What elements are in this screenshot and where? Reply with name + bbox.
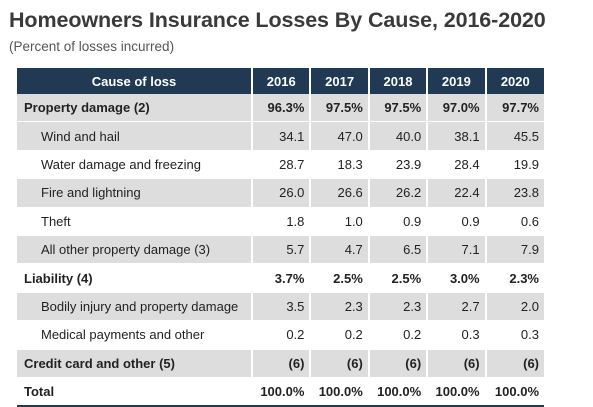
cell-2016: 1.8 bbox=[252, 207, 312, 236]
cell-2016: 28.7 bbox=[252, 150, 312, 180]
cell-2017: 26.6 bbox=[310, 178, 370, 208]
cell-2017: 18.3 bbox=[310, 150, 370, 180]
row-label: Fire and lightning bbox=[17, 178, 254, 208]
header-2019: 2019 bbox=[427, 68, 487, 94]
cell-2016: 5.7 bbox=[252, 235, 312, 265]
cell-2017: 2.3 bbox=[310, 292, 370, 322]
table-row-liability: Liability (4) 3.7% 2.5% 2.5% 3.0% 2.3% bbox=[17, 263, 544, 293]
header-2016: 2016 bbox=[252, 68, 312, 94]
table-row-credit-card: Credit card and other (5) (6) (6) (6) (6… bbox=[17, 349, 544, 378]
header-2017: 2017 bbox=[310, 68, 370, 94]
cell-2018: 0.2 bbox=[368, 320, 429, 350]
cell-2019: 3.0% bbox=[427, 263, 487, 293]
row-label: Wind and hail bbox=[17, 121, 254, 151]
cell-2016: 100.0% bbox=[252, 376, 312, 407]
cell-2018: 6.5 bbox=[368, 235, 429, 265]
row-label: Medical payments and other bbox=[17, 320, 254, 350]
cell-2018: 40.0 bbox=[368, 121, 429, 151]
cell-2016: (6) bbox=[252, 349, 312, 378]
table-row-bodily-injury: Bodily injury and property damage 3.5 2.… bbox=[17, 292, 544, 322]
row-label: Theft bbox=[17, 207, 254, 236]
cell-2020: 7.9 bbox=[485, 235, 544, 265]
cell-2020: 45.5 bbox=[485, 121, 544, 151]
losses-table: Cause of loss 2016 2017 2018 2019 2020 P… bbox=[17, 68, 544, 407]
cell-2019: (6) bbox=[427, 349, 487, 378]
cell-2018: 2.5% bbox=[368, 263, 429, 293]
table-row-total: Total 100.0% 100.0% 100.0% 100.0% 100.0% bbox=[17, 376, 544, 407]
row-label: Total bbox=[17, 376, 254, 407]
cell-2016: 0.2 bbox=[252, 320, 312, 350]
cell-2019: 7.1 bbox=[427, 235, 487, 265]
header-2020: 2020 bbox=[485, 68, 544, 94]
row-label: Property damage (2) bbox=[17, 94, 254, 123]
cell-2016: 34.1 bbox=[252, 121, 312, 151]
cell-2017: 4.7 bbox=[310, 235, 370, 265]
table-row-theft: Theft 1.8 1.0 0.9 0.9 0.6 bbox=[17, 207, 544, 236]
cell-2020: 23.8 bbox=[485, 178, 544, 208]
cell-2017: 2.5% bbox=[310, 263, 370, 293]
cell-2017: 100.0% bbox=[310, 376, 370, 407]
table-row-medical-payments: Medical payments and other 0.2 0.2 0.2 0… bbox=[17, 320, 544, 350]
cell-2019: 97.0% bbox=[427, 94, 487, 123]
cell-2020: (6) bbox=[485, 349, 544, 378]
table-row-fire-and-lightning: Fire and lightning 26.0 26.6 26.2 22.4 2… bbox=[17, 178, 544, 208]
cell-2020: 19.9 bbox=[485, 150, 544, 180]
cell-2020: 2.0 bbox=[485, 292, 544, 322]
row-label: Bodily injury and property damage bbox=[17, 292, 254, 322]
cell-2016: 3.5 bbox=[252, 292, 312, 322]
cell-2020: 100.0% bbox=[485, 376, 544, 407]
cell-2018: 26.2 bbox=[368, 178, 429, 208]
cell-2020: 0.3 bbox=[485, 320, 544, 350]
row-label: All other property damage (3) bbox=[17, 235, 254, 265]
cell-2018: 100.0% bbox=[368, 376, 429, 407]
row-label: Water damage and freezing bbox=[17, 150, 254, 180]
cell-2019: 0.9 bbox=[427, 207, 487, 236]
cell-2020: 0.6 bbox=[485, 207, 544, 236]
table-row-wind-and-hail: Wind and hail 34.1 47.0 40.0 38.1 45.5 bbox=[17, 121, 544, 151]
cell-2019: 22.4 bbox=[427, 178, 487, 208]
cell-2018: (6) bbox=[368, 349, 429, 378]
cell-2020: 2.3% bbox=[485, 263, 544, 293]
table-row-all-other-property-damage: All other property damage (3) 5.7 4.7 6.… bbox=[17, 235, 544, 265]
cell-2019: 0.3 bbox=[427, 320, 487, 350]
cell-2017: 0.2 bbox=[310, 320, 370, 350]
cell-2017: (6) bbox=[310, 349, 370, 378]
cell-2016: 96.3% bbox=[252, 94, 312, 123]
cell-2018: 0.9 bbox=[368, 207, 429, 236]
header-cause-of-loss: Cause of loss bbox=[17, 68, 254, 94]
cell-2019: 2.7 bbox=[427, 292, 487, 322]
header-2018: 2018 bbox=[368, 68, 429, 94]
cell-2018: 97.5% bbox=[368, 94, 429, 123]
cell-2017: 97.5% bbox=[310, 94, 370, 123]
page-title: Homeowners Insurance Losses By Cause, 20… bbox=[9, 8, 546, 32]
table-row-water-damage: Water damage and freezing 28.7 18.3 23.9… bbox=[17, 150, 544, 180]
table-row-property-damage: Property damage (2) 96.3% 97.5% 97.5% 97… bbox=[17, 94, 544, 123]
cell-2016: 26.0 bbox=[252, 178, 312, 208]
cell-2019: 100.0% bbox=[427, 376, 487, 407]
cell-2018: 2.3 bbox=[368, 292, 429, 322]
row-label: Credit card and other (5) bbox=[17, 349, 254, 378]
cell-2017: 1.0 bbox=[310, 207, 370, 236]
cell-2019: 38.1 bbox=[427, 121, 487, 151]
row-label: Liability (4) bbox=[17, 263, 254, 293]
cell-2016: 3.7% bbox=[252, 263, 312, 293]
cell-2020: 97.7% bbox=[485, 94, 544, 123]
page-subtitle: (Percent of losses incurred) bbox=[9, 39, 175, 54]
table-header-row: Cause of loss 2016 2017 2018 2019 2020 bbox=[17, 68, 544, 94]
cell-2019: 28.4 bbox=[427, 150, 487, 180]
cell-2017: 47.0 bbox=[310, 121, 370, 151]
cell-2018: 23.9 bbox=[368, 150, 429, 180]
